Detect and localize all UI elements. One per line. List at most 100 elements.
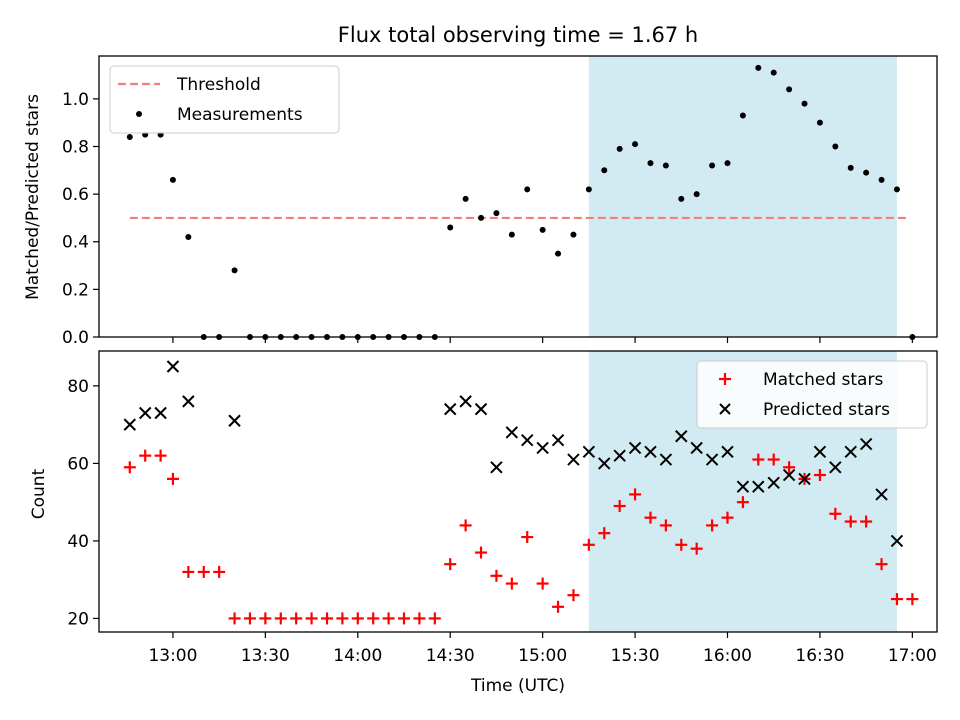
x-axis-label: Time (UTC) bbox=[470, 676, 565, 696]
bottom-y-ticks: 20 40 60 80 bbox=[67, 377, 99, 629]
matched-stars-point bbox=[567, 589, 580, 602]
top-shaded-interval bbox=[588, 56, 897, 337]
measurement-point bbox=[169, 176, 176, 183]
predicted-stars-point bbox=[859, 437, 873, 451]
measurement-point bbox=[601, 167, 608, 174]
predicted-stars-point bbox=[705, 453, 719, 466]
matched-stars-point bbox=[228, 612, 241, 625]
predicted-stars-point bbox=[659, 453, 673, 466]
matched-stars-point bbox=[197, 565, 210, 578]
measurement-point bbox=[632, 141, 639, 148]
x-tick-label: 14:00 bbox=[333, 646, 382, 666]
matched-stars-point bbox=[290, 612, 303, 625]
chart-title: Flux total observing time = 1.67 h bbox=[338, 23, 698, 47]
matched-stars-point bbox=[659, 519, 672, 532]
matched-stars-point bbox=[906, 593, 919, 606]
predicted-stars-point bbox=[567, 453, 580, 466]
measurement-point bbox=[709, 162, 716, 169]
predicted-stars-point bbox=[767, 476, 780, 489]
top-y-tick-label: 1.0 bbox=[62, 90, 89, 110]
measurement-point bbox=[555, 250, 562, 257]
matched-stars-point bbox=[166, 472, 179, 485]
matched-stars-point bbox=[598, 527, 611, 540]
matched-stars-point bbox=[844, 515, 857, 528]
measurement-point bbox=[539, 226, 546, 233]
measurement-point bbox=[462, 195, 469, 202]
matched-stars-point bbox=[860, 515, 873, 528]
predicted-stars-point bbox=[628, 441, 642, 455]
x-tick-label: 16:30 bbox=[795, 646, 844, 666]
matched-stars-point bbox=[305, 612, 318, 625]
bottom-y-tick-label: 20 bbox=[67, 609, 89, 629]
bottom-x-ticks: 13:00 13:30 14:00 14:30 15:00 15:30 16:00 16:30… bbox=[148, 632, 937, 666]
matched-stars-point bbox=[139, 449, 152, 462]
matched-stars-point bbox=[444, 558, 457, 571]
predicted-stars-point bbox=[721, 445, 734, 458]
matched-stars-point bbox=[675, 538, 688, 551]
matched-stars-point bbox=[413, 612, 426, 625]
predicted-stars-point bbox=[521, 433, 534, 447]
matched-stars-point bbox=[274, 612, 287, 625]
matched-stars-point bbox=[783, 461, 796, 474]
predicted-stars-point bbox=[139, 406, 152, 420]
measurement-point bbox=[493, 210, 500, 217]
predicted-stars-point bbox=[890, 534, 904, 548]
measurement-point bbox=[693, 191, 700, 198]
measurement-point bbox=[447, 224, 454, 231]
predicted-stars-point bbox=[736, 480, 750, 493]
matched-stars-point bbox=[475, 546, 488, 559]
bottom-axes-frame bbox=[98, 350, 938, 633]
predicted-stars-point bbox=[474, 402, 488, 416]
matched-stars-point bbox=[382, 612, 395, 625]
predicted-stars-point bbox=[813, 445, 827, 458]
predicted-stars-point bbox=[536, 441, 549, 455]
matched-stars-point bbox=[552, 600, 565, 613]
predicted-stars-point bbox=[613, 449, 626, 462]
matched-stars-point bbox=[367, 612, 380, 625]
matched-stars-point bbox=[644, 511, 657, 524]
matched-stars-point bbox=[336, 612, 349, 625]
legend-predicted-label: Predicted stars bbox=[763, 400, 890, 420]
measurement-point bbox=[231, 267, 238, 274]
measurement-point bbox=[770, 69, 777, 76]
measurement-point bbox=[786, 86, 793, 93]
matched-stars-point bbox=[123, 461, 136, 474]
measurement-point bbox=[847, 164, 854, 171]
predicted-stars-point bbox=[505, 426, 519, 439]
bottom-legend-box bbox=[696, 360, 928, 429]
predicted-stars-point bbox=[551, 433, 565, 447]
legend-threshold-label: Threshold bbox=[176, 75, 261, 95]
measurement-point bbox=[863, 169, 870, 176]
measurement-point bbox=[616, 145, 623, 152]
measurement-point bbox=[755, 64, 762, 71]
legend-predicted-swatch bbox=[719, 403, 731, 415]
predicted-stars-point bbox=[675, 430, 688, 443]
measurement-point bbox=[878, 176, 885, 183]
bottom-y-axis-label: Count bbox=[29, 468, 49, 519]
predicted-stars-point bbox=[582, 445, 596, 458]
matched-stars-point bbox=[875, 558, 888, 571]
matched-stars-point bbox=[690, 542, 703, 555]
top-y-tick-label: 0.0 bbox=[62, 328, 89, 348]
matched-stars-point bbox=[154, 449, 167, 462]
matched-stars-point bbox=[213, 565, 226, 578]
matched-stars-point bbox=[351, 612, 364, 625]
x-tick-label: 17:00 bbox=[888, 646, 937, 666]
bottom-y-tick-label: 80 bbox=[67, 377, 89, 397]
top-panel: 0.0 0.2 0.4 0.6 0.8 1.0 Matched/Predicted sta… bbox=[23, 55, 938, 348]
matched-stars-point bbox=[613, 500, 626, 513]
measurement-point bbox=[508, 231, 515, 238]
matched-stars-point bbox=[459, 519, 472, 532]
top-y-tick-label: 0.6 bbox=[62, 185, 89, 205]
measurement-point bbox=[893, 186, 900, 193]
matched-stars-point bbox=[829, 507, 842, 520]
measurement-point bbox=[185, 233, 192, 240]
matched-stars-point bbox=[629, 488, 642, 501]
predicted-stars-point bbox=[844, 445, 857, 458]
measurement-point bbox=[585, 186, 592, 193]
matched-stars-point bbox=[259, 612, 272, 625]
predicted-stars-point bbox=[798, 472, 811, 486]
predicted-stars-point bbox=[459, 395, 472, 408]
